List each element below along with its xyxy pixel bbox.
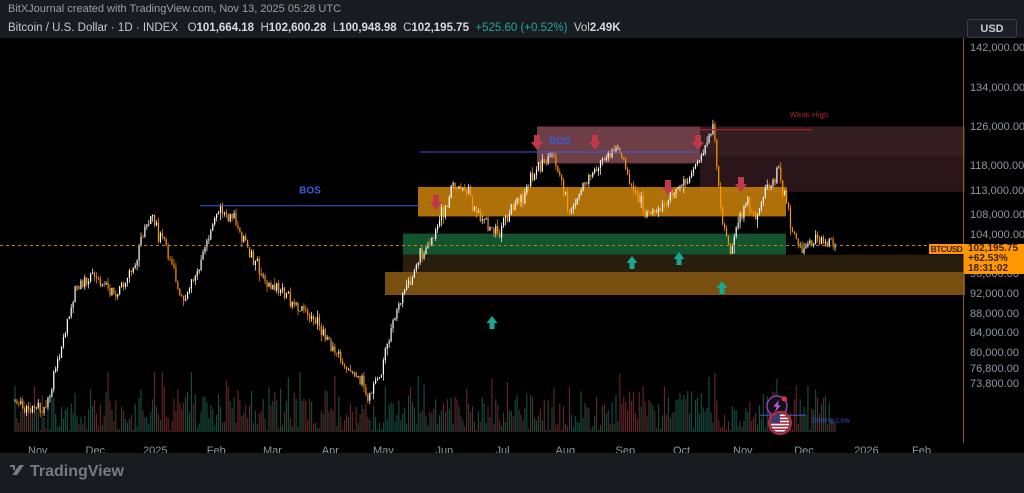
svg-text:BOS: BOS (549, 136, 571, 147)
svg-text:Weak High: Weak High (790, 110, 829, 119)
svg-text:Strong Low: Strong Low (812, 416, 851, 425)
svg-text:BOS: BOS (299, 186, 321, 197)
